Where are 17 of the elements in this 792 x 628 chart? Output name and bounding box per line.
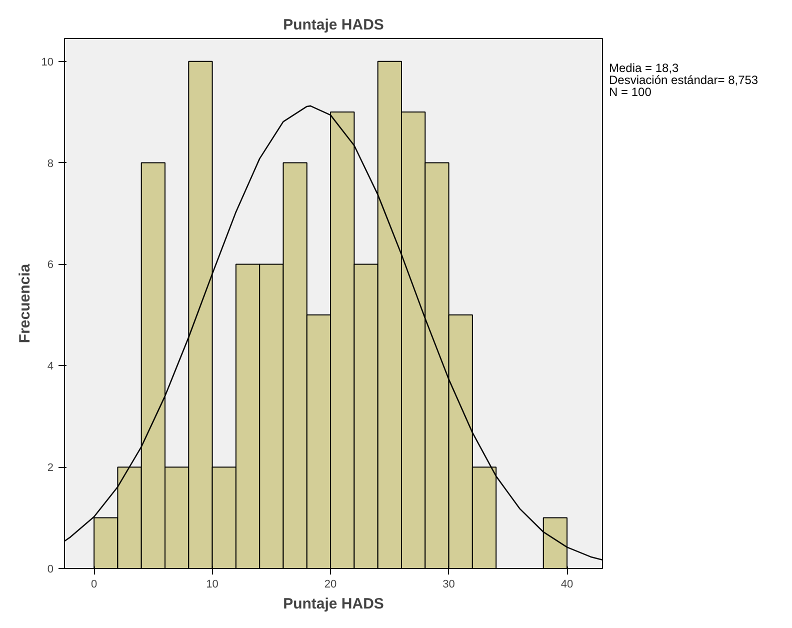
y-axis-title: Frecuencia — [16, 263, 34, 344]
text: Media = 18,3 — [609, 61, 679, 75]
y-tick-label: 4 — [47, 360, 54, 373]
chart-title: Puntaje HADS — [283, 16, 384, 34]
x-axis-title: Puntaje HADS — [283, 596, 384, 612]
y-tick-label: 10 — [41, 56, 54, 68]
y-tick-label: 8 — [47, 158, 54, 170]
x-tick-label: 20 — [324, 578, 337, 590]
y-tick-label: 2 — [47, 462, 54, 474]
x-tick-label: 10 — [206, 578, 218, 590]
text: N = 100 — [609, 85, 652, 99]
x-tick-label: 30 — [442, 578, 455, 590]
x-tick-label: 0 — [91, 578, 98, 590]
x-tick-label: 40 — [560, 578, 574, 590]
y-tick-label: 0 — [47, 564, 54, 576]
y-tick-label: 6 — [47, 259, 54, 272]
text: Desviación estándar= 8,753 — [609, 73, 758, 87]
